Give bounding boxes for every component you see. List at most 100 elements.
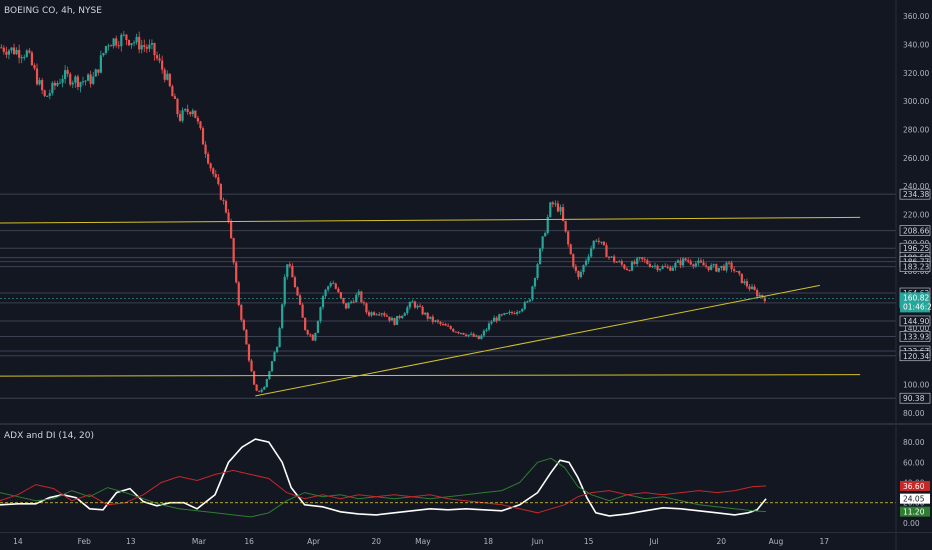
candle-body	[702, 262, 705, 266]
candle	[661, 264, 664, 270]
candle	[81, 76, 85, 86]
candle	[7, 48, 11, 60]
candle	[314, 332, 317, 342]
candle-body	[549, 202, 552, 218]
candle	[58, 78, 62, 84]
candle-body	[255, 384, 258, 391]
candle-body	[659, 268, 662, 271]
candle	[360, 290, 363, 304]
candle	[150, 39, 154, 50]
trendline[interactable]	[0, 374, 861, 377]
candle-body	[288, 264, 291, 266]
candle	[245, 329, 248, 345]
candle-body	[528, 299, 531, 302]
candle	[643, 256, 646, 264]
price-tick-label: 320.00	[903, 69, 929, 78]
candle	[735, 270, 738, 273]
candle-body	[370, 312, 373, 316]
candle	[727, 260, 731, 266]
candle-body	[163, 69, 166, 80]
candle-body	[140, 45, 143, 50]
candle-body	[240, 304, 243, 320]
candle	[344, 303, 348, 310]
candle-body	[600, 241, 603, 243]
candle-body	[311, 334, 314, 341]
candle-body	[166, 73, 169, 80]
trendline[interactable]	[0, 216, 861, 224]
candle-body	[135, 36, 138, 43]
candle-body	[699, 260, 703, 263]
candle	[659, 268, 662, 272]
time-axis[interactable]: 14 Feb 13 Mar 16 Apr 20 May 18 Jun 15 Jul 20 Aug 17	[13, 537, 829, 546]
candle-body	[309, 334, 312, 336]
candle-body	[281, 304, 284, 329]
time-tick-label: Apr	[307, 537, 321, 546]
trendline[interactable]	[255, 284, 820, 397]
candle	[120, 32, 123, 52]
candle-body	[209, 163, 212, 169]
level-tag-label: 144.90	[903, 317, 929, 326]
candle	[104, 45, 108, 56]
candle-body	[357, 291, 360, 295]
level-tag-label: 90.38	[903, 394, 925, 403]
candle-body	[235, 262, 238, 283]
price-tick-label: 80.00	[903, 409, 925, 418]
candle	[725, 261, 728, 273]
time-tick-label: 16	[244, 537, 254, 546]
candle	[582, 264, 585, 275]
candle	[265, 378, 268, 388]
candle-body	[421, 306, 424, 315]
indicator-title: ADX and DI (14, 20)	[4, 431, 94, 441]
candle-body	[472, 333, 475, 337]
candle-body	[204, 144, 207, 154]
candle-body	[296, 287, 299, 296]
candle-body	[273, 352, 276, 362]
candle-body	[352, 301, 355, 303]
candle	[48, 89, 51, 100]
candle-body	[84, 80, 87, 82]
candle	[286, 264, 289, 280]
candle	[178, 110, 182, 123]
candle	[439, 321, 442, 326]
candle	[158, 54, 161, 64]
candle-body	[189, 112, 192, 115]
candle	[607, 255, 611, 261]
candle	[699, 258, 703, 264]
candle	[480, 334, 483, 340]
candle	[176, 97, 179, 118]
candle	[523, 300, 526, 311]
candle	[487, 321, 491, 332]
candle	[470, 331, 473, 336]
candle-body	[618, 261, 621, 263]
candle	[140, 39, 143, 54]
pane-separator[interactable]	[0, 423, 932, 425]
candle-body	[316, 321, 320, 333]
candle	[201, 126, 205, 145]
candle-body	[12, 47, 16, 55]
level-tag	[899, 225, 931, 236]
candle	[395, 315, 399, 325]
candle-body	[518, 311, 521, 313]
candle	[684, 257, 687, 261]
candle	[610, 256, 613, 258]
candle	[242, 318, 245, 332]
candle	[406, 305, 409, 316]
candle-body	[130, 43, 133, 46]
candle-body	[270, 361, 274, 372]
candle-body	[704, 265, 708, 267]
candle-body	[367, 312, 371, 316]
level-tag	[899, 315, 931, 327]
candle-body	[334, 283, 337, 289]
candle-body	[71, 82, 74, 85]
candle	[260, 388, 263, 394]
candle	[653, 262, 657, 270]
candle-body	[429, 316, 432, 319]
candle	[191, 108, 194, 117]
candle-body	[653, 265, 657, 267]
candle	[485, 328, 488, 333]
candle-body	[643, 259, 646, 261]
candle	[186, 104, 189, 115]
candle-body	[148, 44, 151, 49]
candle-body	[748, 286, 751, 290]
